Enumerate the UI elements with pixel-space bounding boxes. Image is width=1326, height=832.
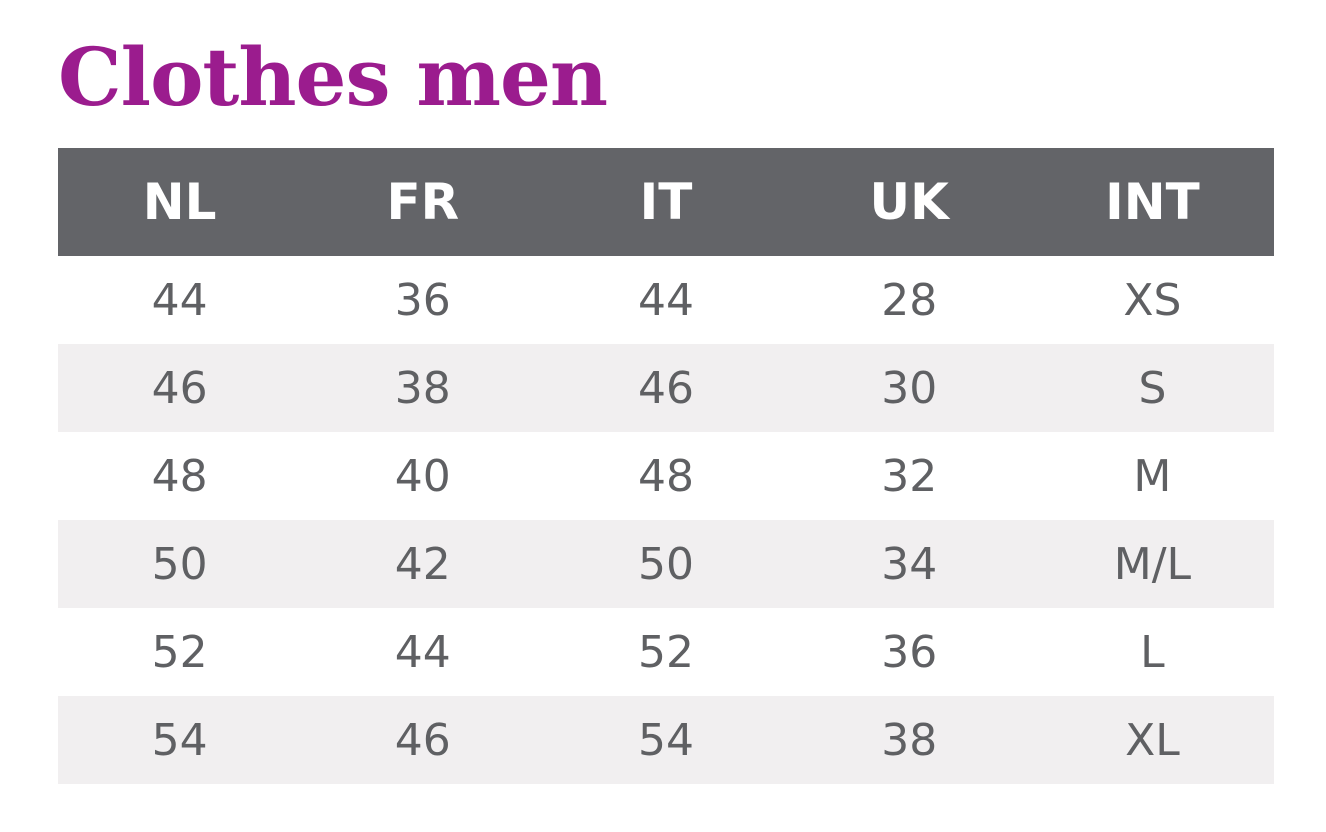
table-cell: M/L — [1113, 538, 1192, 590]
header-cell: FR — [386, 173, 460, 231]
table-cell: 54 — [638, 714, 694, 766]
table-cell: 28 — [881, 274, 938, 326]
table-row: 44 36 44 28 XS — [58, 256, 1274, 344]
table-cell: 48 — [638, 450, 694, 502]
table-cell: 44 — [394, 626, 451, 678]
table-row: 52 44 52 36 L — [58, 608, 1274, 696]
header-cell: NL — [142, 173, 217, 231]
table-cell: 42 — [394, 538, 451, 590]
title: Clothes men — [58, 30, 608, 124]
table-cell: 54 — [151, 714, 208, 766]
table-cell: 52 — [151, 626, 208, 678]
header-cell: INT — [1105, 173, 1200, 231]
table-row: 54 46 54 38 XL — [58, 696, 1274, 784]
table-cell: 36 — [881, 626, 938, 678]
header-cell: UK — [869, 173, 949, 231]
table-cell: 40 — [394, 450, 451, 502]
table-cell: 46 — [638, 362, 694, 414]
table-cell: 44 — [151, 274, 208, 326]
table-cell: XS — [1123, 274, 1182, 326]
table-cell: XL — [1125, 714, 1180, 766]
table-row: 50 42 50 34 M/L — [58, 520, 1274, 608]
table-cell: 32 — [881, 450, 938, 502]
table-row: 46 38 46 30 S — [58, 344, 1274, 432]
table-cell: 38 — [881, 714, 938, 766]
table-cell: 36 — [394, 274, 451, 326]
table-cell: 46 — [151, 362, 208, 414]
table-cell: 50 — [151, 538, 208, 590]
table-row: 48 40 48 32 M — [58, 432, 1274, 520]
table-cell: 30 — [881, 362, 938, 414]
size-table: NL FR IT UK INT 44 36 44 28 XS 46 38 46 30 S 48 40 48 32 M 5… — [58, 148, 1274, 784]
table-cell: 34 — [881, 538, 938, 590]
table-cell: 46 — [394, 714, 451, 766]
table-cell: S — [1138, 362, 1167, 414]
header-row: NL FR IT UK INT — [58, 148, 1274, 256]
table-cell: 48 — [151, 450, 208, 502]
header-cell: IT — [639, 173, 693, 231]
table-cell: 44 — [638, 274, 694, 326]
table-cell: M — [1133, 450, 1172, 502]
table-cell: 50 — [638, 538, 694, 590]
table-cell: 52 — [638, 626, 694, 678]
table-cell: 38 — [394, 362, 451, 414]
table-cell: L — [1140, 626, 1165, 678]
